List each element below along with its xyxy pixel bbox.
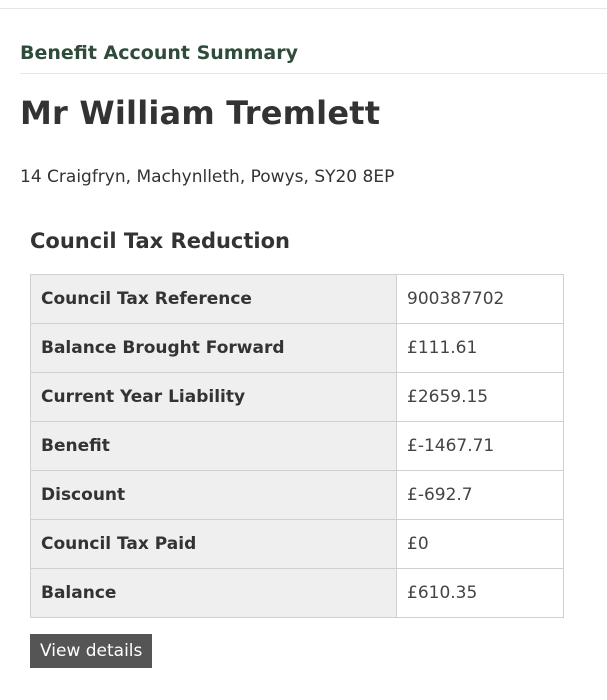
account-holder-name: Mr William Tremlett bbox=[20, 94, 381, 132]
row-value-benefit: £-1467.71 bbox=[396, 421, 564, 471]
table-row: Council Tax Reference 900387702 bbox=[30, 274, 564, 324]
view-details-button[interactable]: View details bbox=[30, 634, 153, 668]
row-label-benefit: Benefit bbox=[30, 421, 397, 471]
account-holder-address: 14 Craigfryn, Machynlleth, Powys, SY20 8… bbox=[20, 167, 395, 187]
section-divider bbox=[20, 73, 607, 74]
row-value-council-tax-paid: £0 bbox=[396, 519, 564, 569]
top-divider bbox=[0, 8, 607, 9]
row-value-discount: £-692.7 bbox=[396, 470, 564, 520]
row-value-balance-brought-forward: £111.61 bbox=[396, 323, 564, 373]
row-label-reference: Council Tax Reference bbox=[30, 274, 397, 324]
table-row: Benefit £-1467.71 bbox=[30, 421, 564, 471]
row-label-balance-brought-forward: Balance Brought Forward bbox=[30, 323, 397, 373]
row-value-current-year-liability: £2659.15 bbox=[396, 372, 564, 422]
table-row: Discount £-692.7 bbox=[30, 470, 564, 520]
section-heading: Benefit Account Summary bbox=[20, 42, 298, 64]
row-label-discount: Discount bbox=[30, 470, 397, 520]
council-tax-heading: Council Tax Reduction bbox=[30, 229, 290, 253]
table-row: Balance £610.35 bbox=[30, 568, 564, 618]
table-row: Current Year Liability £2659.15 bbox=[30, 372, 564, 422]
row-label-current-year-liability: Current Year Liability bbox=[30, 372, 397, 422]
row-value-balance: £610.35 bbox=[396, 568, 564, 618]
table-row: Council Tax Paid £0 bbox=[30, 519, 564, 569]
table-row: Balance Brought Forward £111.61 bbox=[30, 323, 564, 373]
council-tax-table: Council Tax Reference 900387702 Balance … bbox=[30, 274, 564, 618]
row-label-council-tax-paid: Council Tax Paid bbox=[30, 519, 397, 569]
row-label-balance: Balance bbox=[30, 568, 397, 618]
row-value-reference: 900387702 bbox=[396, 274, 564, 324]
